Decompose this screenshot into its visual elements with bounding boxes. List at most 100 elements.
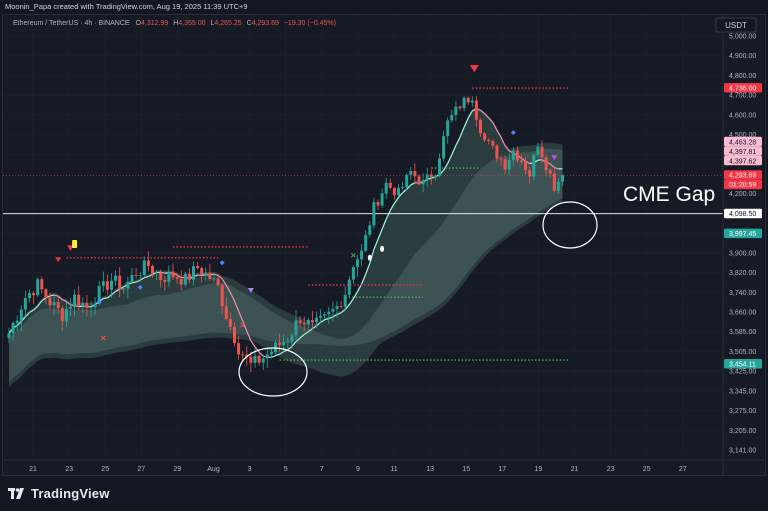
candle (368, 221, 372, 238)
ma-line-segment (393, 197, 399, 204)
ma-line-segment (361, 274, 367, 285)
ma-line-segment (111, 290, 116, 296)
ma-line-segment (225, 285, 231, 293)
currency-badge[interactable]: USDT (715, 17, 757, 33)
candle (364, 230, 368, 253)
x-tick-label: 9 (356, 466, 360, 473)
candle (376, 199, 380, 211)
candle (19, 305, 23, 331)
candle (81, 297, 85, 313)
ma-line-segment (57, 295, 63, 301)
candle (159, 269, 163, 288)
candle (212, 273, 216, 283)
highlight-circle-cme-gap (542, 201, 598, 249)
candle (401, 181, 405, 190)
ma-line-segment (221, 278, 227, 286)
chart-panel[interactable]: 5,000.00 4,900.00 4,800.00 4,700.00 4,600.00… (2, 14, 766, 476)
footer: TradingView (0, 476, 768, 511)
candle (60, 305, 64, 331)
tradingview-logo[interactable]: TradingView (8, 486, 110, 501)
y-tick-label: 3,740.00 (729, 290, 756, 297)
svg-text:3,997.45: 3,997.45 (729, 231, 756, 238)
candle (7, 327, 11, 343)
ma-line-segment (410, 182, 416, 186)
ma-line-segment (271, 355, 276, 358)
price-chart[interactable]: 5,000.00 4,900.00 4,800.00 4,700.00 4,600.00… (3, 15, 765, 475)
candle (347, 276, 351, 299)
candle (462, 95, 466, 112)
candle (372, 197, 376, 229)
ma-line-segment (131, 281, 137, 284)
ma-line-segment (328, 316, 334, 320)
candle (233, 322, 236, 347)
y-tick-label: 4,500.00 (729, 132, 756, 139)
candle (216, 274, 220, 287)
candle (454, 100, 458, 121)
candle (302, 316, 306, 331)
ma-line-segment (115, 288, 120, 292)
candle (286, 337, 290, 349)
diamond-marker (137, 284, 143, 290)
candle (548, 168, 552, 178)
ma-line-segment (373, 239, 379, 250)
ma-line-segment (201, 274, 206, 276)
x-tick-label: 15 (462, 466, 470, 473)
legend-line: Ethereum / TetherUS · 4h · BINANCE O4,31… (13, 20, 336, 27)
ma-line-segment (303, 331, 309, 336)
candle (40, 276, 44, 294)
y-tick-label: 4,900.00 (729, 53, 756, 60)
candle (85, 294, 89, 317)
candle (220, 282, 224, 314)
candle (73, 289, 77, 317)
candle (52, 296, 56, 315)
ma-line-segment (459, 127, 465, 138)
price-label: 3,454.11 (724, 358, 762, 369)
candle (196, 261, 200, 270)
candle (179, 269, 183, 291)
candle (479, 118, 482, 137)
tradingview-brand: TradingView (31, 486, 110, 501)
price-label: 4,397.62 (724, 155, 762, 166)
ma-line-segment (291, 341, 297, 347)
ma-line-segment (463, 117, 469, 128)
x-tick-label: 17 (498, 466, 506, 473)
candle (388, 178, 392, 190)
ma-line-segment (488, 117, 494, 123)
x-tick-label: 11 (390, 466, 397, 473)
ma-line-segment (492, 122, 498, 131)
ma-line-segment (250, 340, 256, 348)
ma-line-segment (521, 157, 526, 162)
candle (425, 167, 429, 187)
candle (93, 297, 97, 316)
ma-line-segment (447, 154, 453, 164)
ma-line-segment (258, 351, 264, 357)
ma-line-segment (467, 110, 473, 119)
y-tick-label: 3,345.00 (729, 388, 756, 395)
ma-line-segment (275, 353, 280, 357)
ma-line-segment (316, 321, 321, 327)
ma-line-segment (332, 314, 338, 318)
candle (417, 174, 421, 186)
ma-line-segment (238, 310, 244, 322)
ma-line-segment (484, 113, 490, 119)
x-tick-label: 7 (320, 466, 324, 473)
price-label: 4,293.69 (724, 170, 762, 180)
ma-line-segment (33, 305, 39, 311)
candle (155, 269, 159, 281)
candles (7, 95, 564, 373)
candle (36, 277, 40, 298)
candle (200, 266, 204, 283)
ma-line-segment (377, 229, 383, 240)
candle (142, 256, 146, 277)
svg-text:4,397.62: 4,397.62 (729, 158, 756, 165)
candle (524, 156, 528, 175)
candle (269, 348, 273, 359)
candle (192, 261, 195, 286)
ma-line-segment (295, 337, 301, 343)
ma-line-segment (29, 309, 34, 314)
candle (442, 130, 446, 162)
candle (241, 351, 245, 362)
y-tick-label: 3,205.00 (729, 428, 756, 435)
ma-line-segment (233, 300, 240, 312)
svg-text:01:20:59: 01:20:59 (729, 182, 756, 189)
